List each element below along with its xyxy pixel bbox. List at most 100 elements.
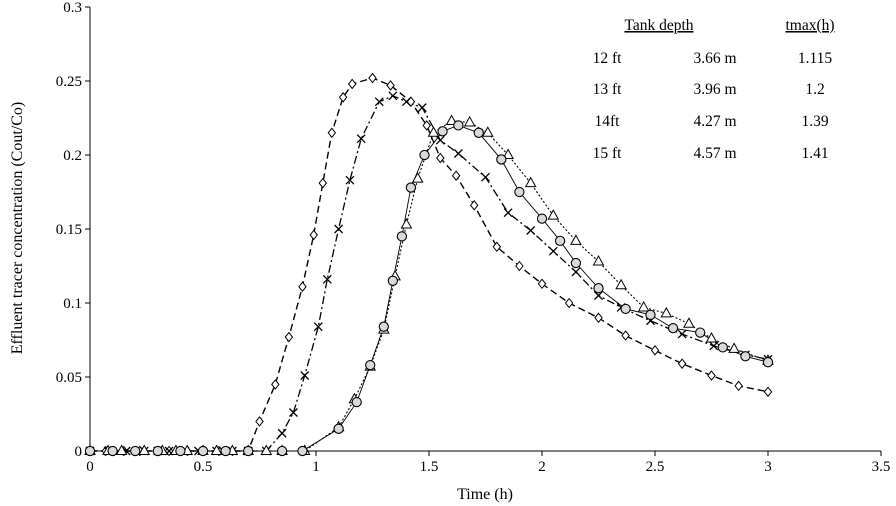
data-point-triangle [615,278,627,290]
data-point-diamond [621,330,630,341]
data-point-x [594,291,603,301]
y-tick-label: 0.1 [63,296,82,312]
data-point-diamond [386,80,395,91]
data-point-diamond [255,416,264,427]
series-line-diamond [90,77,769,452]
data-point-diamond [368,72,377,84]
table-cell-tmax: 1.39 [801,113,828,130]
data-point-triangle [210,444,223,455]
data-point-triangle [138,444,151,455]
data-point-triangle [411,172,424,183]
table-cell-ft: 14ft [595,113,621,130]
table-cell-tmax: 1.115 [798,50,833,67]
data-point-circle-filled [437,126,448,137]
data-point-circle-filled [419,149,430,161]
data-point-circle-filled [333,423,344,434]
table-cell-m: 4.57 m [693,145,736,162]
x-tick-label: 0 [86,459,94,475]
data-point-diamond [564,297,574,309]
data-point-circle-filled [717,342,728,353]
data-point-triangle [524,176,537,188]
y-tick-label: 0.2 [63,148,82,164]
data-point-triangle [660,306,673,318]
data-point-x [334,224,344,234]
data-point-x [401,97,411,107]
data-point-diamond [707,370,716,381]
data-point-triangle [115,444,128,455]
table-cell-ft: 13 ft [593,81,623,98]
y-tick-label: 0.05 [56,370,82,386]
data-point-circle-filled [243,445,254,457]
data-point-triangle [502,148,514,159]
data-point-circle-filled [593,283,604,294]
data-point-circle-filled [130,445,141,457]
data-point-x [526,226,536,235]
y-tick-label: 0 [75,444,83,460]
data-point-diamond [318,177,328,189]
tank-depth-table: Tank depth tmax(h) 12 ft 3.66 m 1.115 13… [593,17,835,162]
x-tick-label: 3.5 [872,459,891,475]
y-tick-label: 0.25 [56,74,82,90]
data-point-triangle [463,115,476,127]
data-point-triangle [705,331,718,343]
data-point-diamond [284,331,294,343]
data-point-triangle [570,234,582,245]
data-point-diamond [271,379,280,390]
table-cell-m: 3.96 m [693,81,736,98]
data-point-circle-filled [453,120,464,131]
data-point-x [345,175,355,185]
data-point-circle-filled [365,360,376,371]
data-point-x [322,274,332,284]
table-header-tmax: tmax(h) [785,17,834,34]
data-point-circle-filled [554,235,566,246]
data-point-diamond [469,200,479,211]
x-tick-label: 2 [538,459,546,475]
data-point-x [709,341,719,351]
data-point-circle-filled [396,231,408,242]
data-point-x [571,267,581,277]
y-tick-label: 0.3 [63,0,82,16]
data-point-circle-filled [276,445,288,457]
data-point-x [288,408,298,417]
data-point-diamond [515,260,524,272]
data-point-diamond [734,380,743,392]
data-point-circle-filled [695,327,706,338]
data-point-diamond [436,152,445,164]
data-point-x [435,135,445,145]
data-point-diamond [594,312,603,324]
table-cell-m: 3.66 m [693,50,736,67]
table-cell-tmax: 1.41 [801,145,828,162]
data-point-circle-filled [387,275,398,286]
data-point-x [300,371,310,380]
data-point-x [677,329,687,339]
data-point-triangle [683,317,695,328]
data-point-diamond [763,386,773,398]
data-point-circle-filled [536,213,548,224]
data-point-diamond [677,358,687,369]
data-point-diamond [422,120,431,131]
data-point-triangle [592,255,605,266]
data-point-circle-filled [197,445,209,457]
data-point-circle-filled [175,445,186,457]
data-point-x [356,134,366,144]
data-point-x [374,97,384,107]
data-point-triangle [547,209,560,220]
x-axis-title: Time (h) [457,486,513,503]
data-point-circle-filled [378,321,389,332]
data-point-circle-filled [762,357,774,368]
data-point-diamond [537,278,547,290]
data-point-diamond [650,345,660,356]
data-point-circle-filled [620,303,631,315]
data-point-x [277,428,287,438]
data-point-circle-filled [84,445,96,457]
x-tick-label: 1.5 [420,459,439,475]
data-point-circle-filled [297,445,308,457]
series-markers [84,72,774,457]
data-point-x [417,103,427,113]
table-header-tank-depth: Tank depth [624,17,693,34]
data-point-diamond [327,127,337,139]
x-tick-label: 3 [764,459,772,475]
data-point-triangle [400,218,413,229]
data-point-circle-filled [570,257,582,269]
